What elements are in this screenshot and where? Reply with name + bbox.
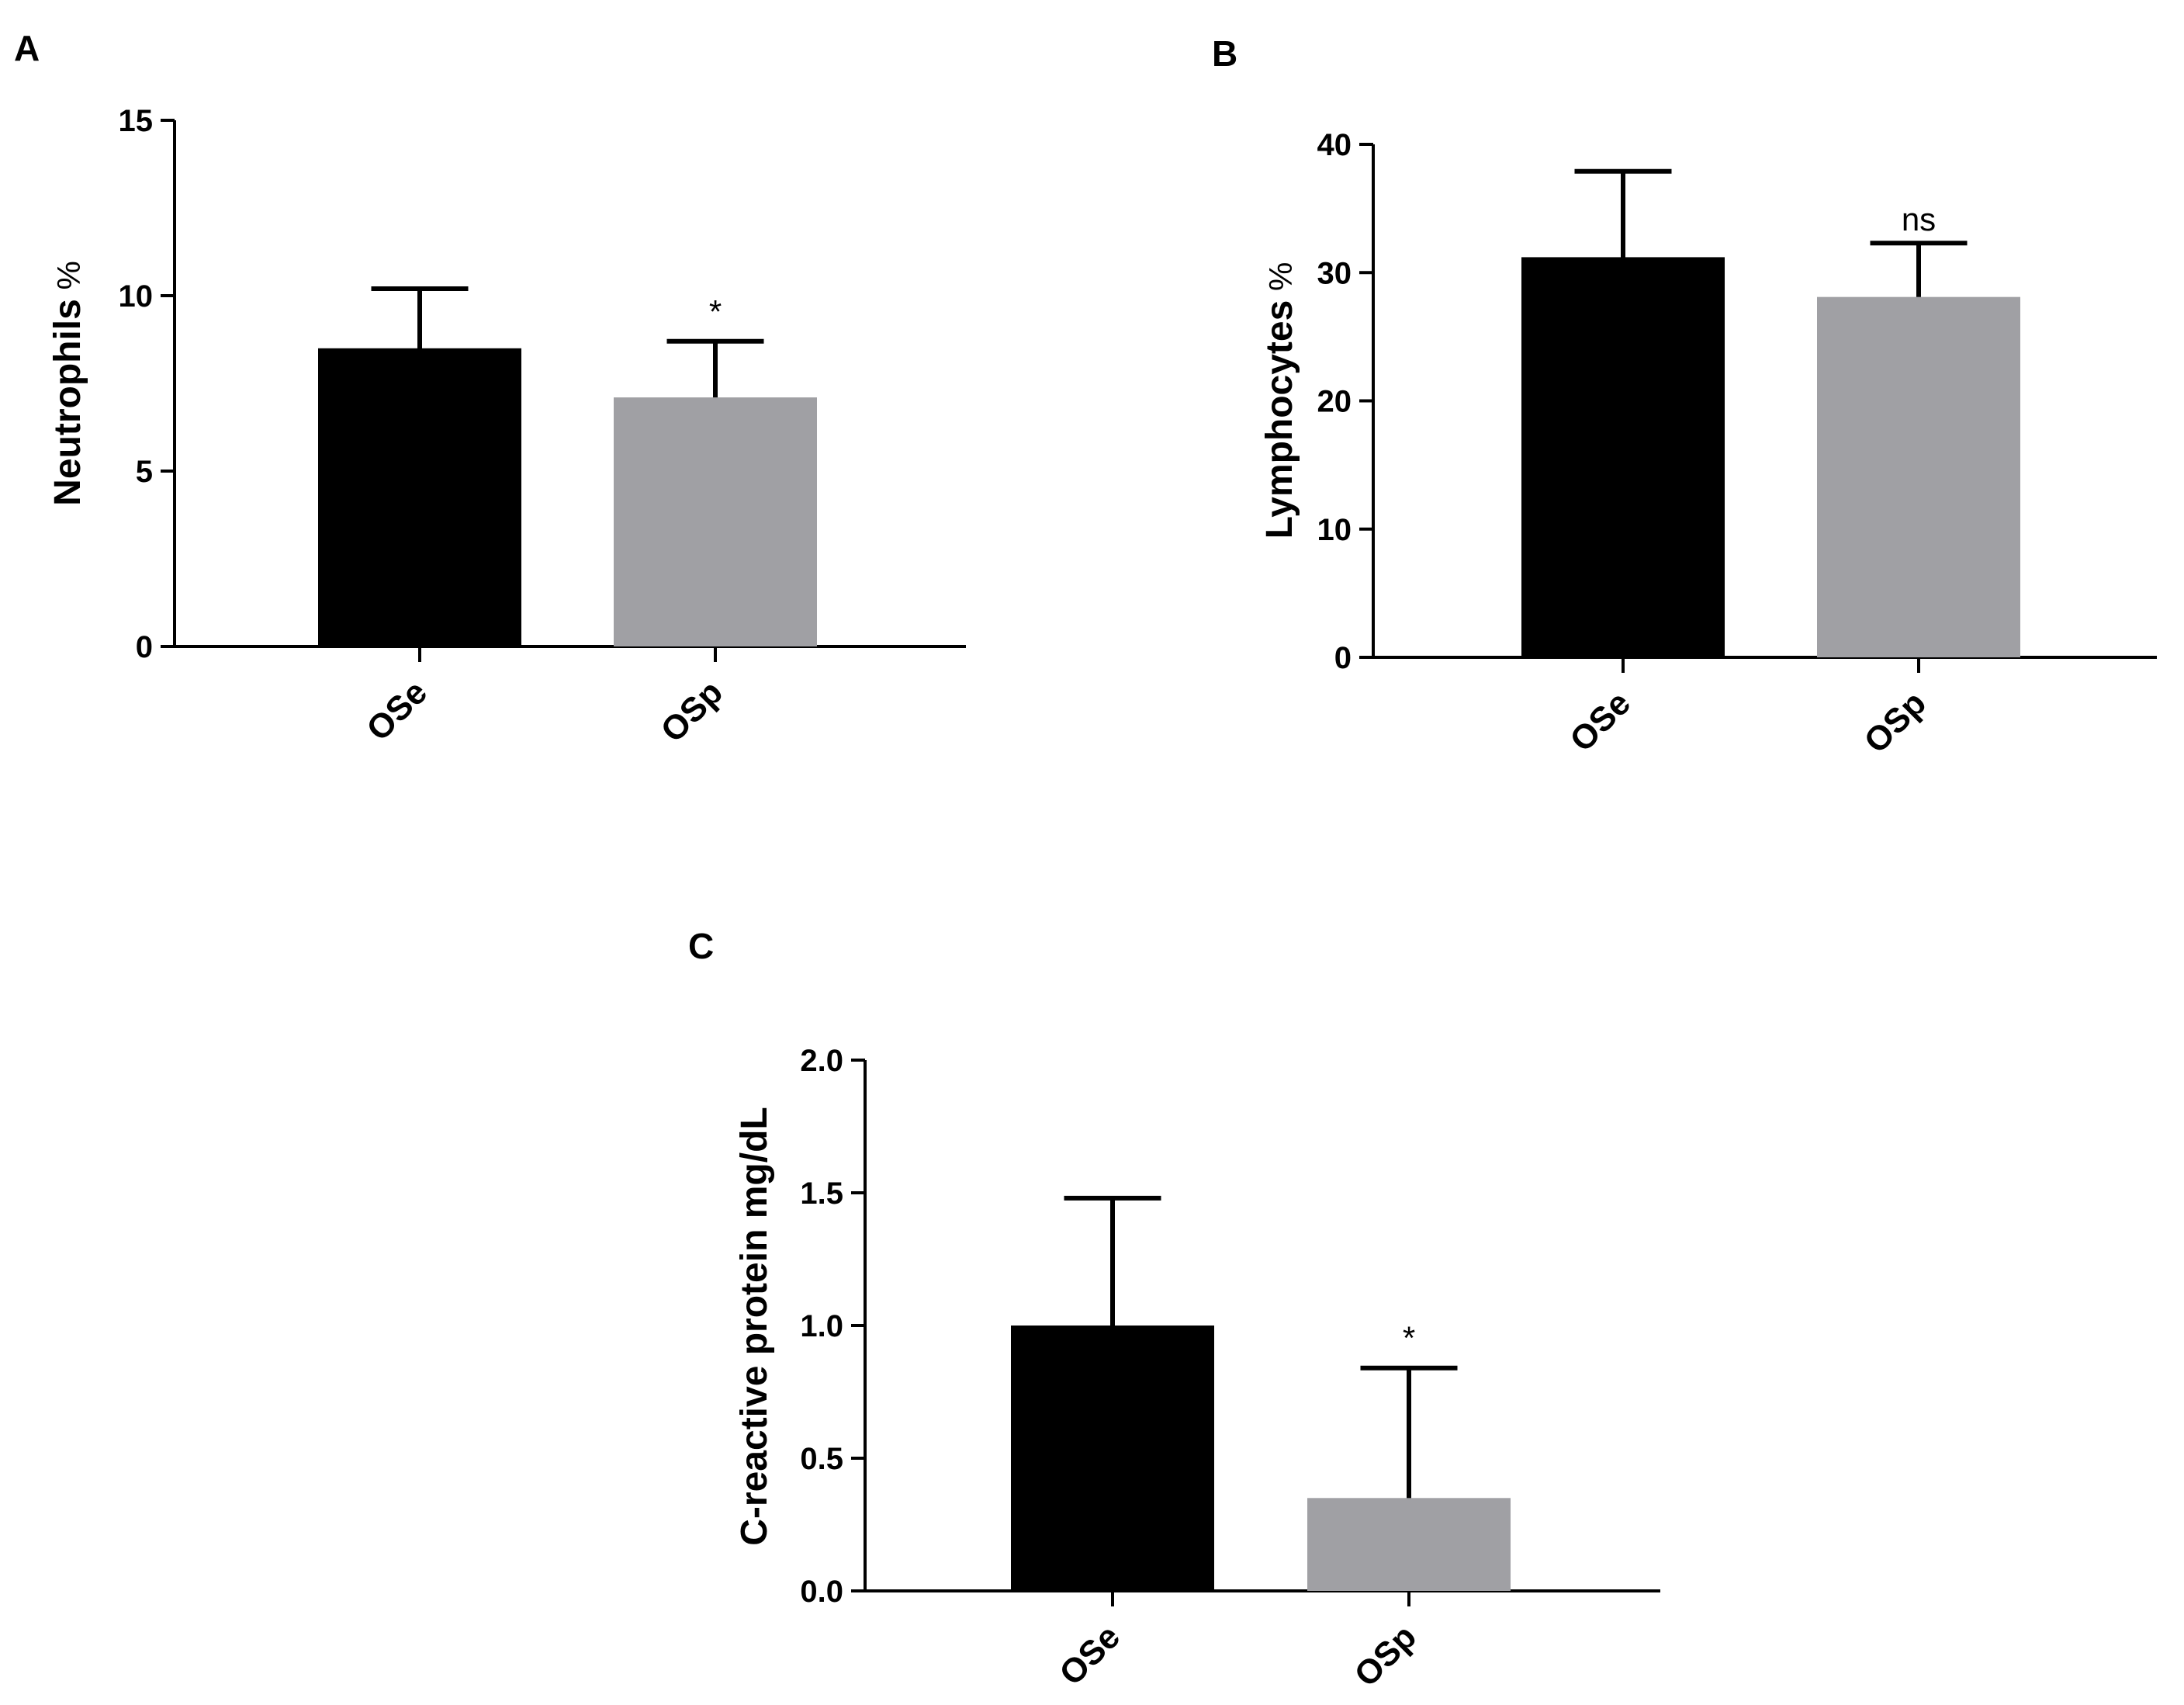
x-category-label: OSp [1347,1617,1424,1694]
y-tick-label: 0 [1334,641,1352,675]
chart-panel-c: C 0.0 0.5 1.0 1.5 2.0 C-reactive protein mg/dL… [688,926,1660,1694]
y-axis-title: Neutrophils % [47,261,88,506]
y-tick-label: 40 [1317,128,1352,162]
bar-ose [318,348,521,646]
bar-osp [1817,296,2020,657]
chart-panel-a: A 0 5 10 15 Neutrophils % OSe OSp * [14,28,966,750]
bar-osp [1307,1498,1511,1591]
y-axis-title-text: C-reactive protein mg/dL [734,1107,775,1545]
y-tick-label: 5 [136,455,153,489]
significance-label: ns [1902,201,1936,237]
y-tick-label: 20 [1317,385,1352,419]
x-category-label: OSe [359,673,434,748]
y-tick-label: 2.0 [800,1044,843,1078]
y-axis-title-space [1262,291,1299,300]
y-tick-label: 1.0 [800,1309,843,1343]
x-category-label: OSp [1857,684,1933,761]
y-tick-label: 10 [119,279,154,314]
bar-ose [1011,1326,1214,1591]
y-tick-label: 10 [1317,513,1352,547]
y-axis-title: C-reactive protein mg/dL [734,1107,775,1545]
chart-panel-b: B 0 10 20 30 40 Lymphocytes % OSe OSp ns [1212,33,2157,761]
bar-ose [1521,257,1725,657]
y-axis-title-unit: % [50,261,87,289]
y-axis-title-space [50,290,87,300]
y-tick-label: 0 [136,630,153,664]
y-tick-label: 1.5 [800,1177,843,1211]
y-tick-label: 0.5 [800,1442,843,1476]
panel-label: B [1212,33,1237,74]
x-category-label: OSe [1563,684,1638,759]
significance-label: * [709,293,722,330]
significance-label: * [1403,1320,1415,1357]
y-tick-label: 0.0 [800,1575,843,1609]
panel-label: A [14,28,40,68]
y-tick-label: 30 [1317,256,1352,290]
y-axis-title: Lymphocytes % [1259,262,1300,539]
x-category-label: OSp [653,673,730,750]
y-tick-label: 15 [119,104,154,138]
x-category-label: OSe [1052,1617,1127,1693]
y-axis-title-text: Neutrophils [47,299,88,506]
panel-label: C [688,926,714,966]
y-axis-title-text: Lymphocytes [1259,300,1300,539]
bar-osp [614,397,817,646]
y-axis-title-unit: % [1262,262,1299,291]
